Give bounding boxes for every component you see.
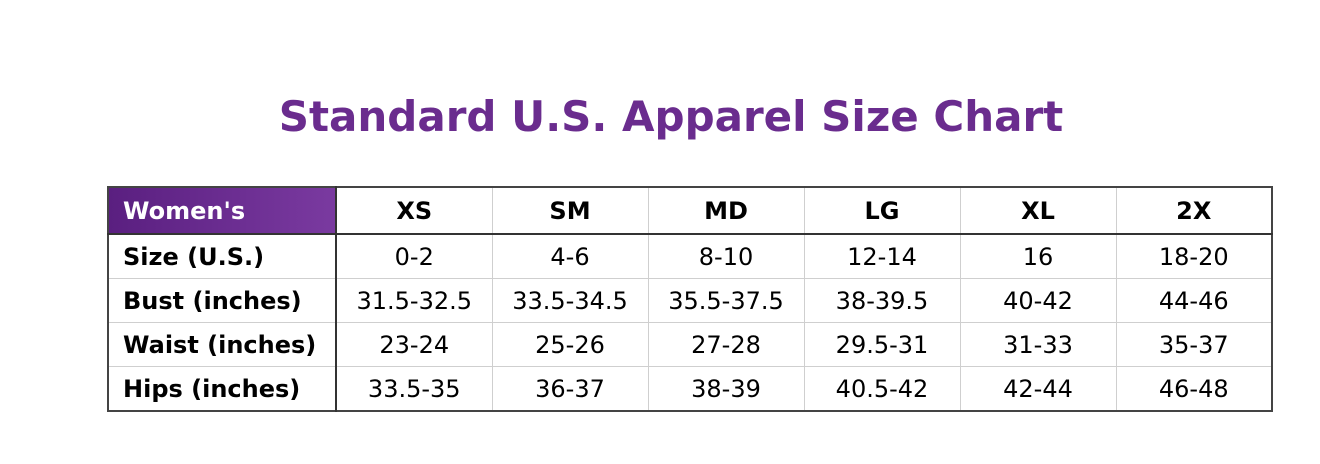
- table-row: Size (U.S.) 0-2 4-6 8-10 12-14 16 18-20: [108, 233, 1272, 279]
- table-cell: 8-10: [647, 233, 804, 279]
- table-row: Bust (inches) 31.5-32.5 33.5-34.5 35.5-3…: [108, 278, 1272, 323]
- table-cell: 4-6: [491, 233, 648, 279]
- table-cell: 40.5-42: [803, 366, 960, 411]
- table-cell: 33.5-35: [335, 366, 492, 411]
- table-row: Hips (inches) 33.5-35 36-37 38-39 40.5-4…: [108, 366, 1272, 411]
- column-header: MD: [647, 187, 804, 235]
- table-cell: 0-2: [335, 233, 492, 279]
- row-label: Waist (inches): [108, 322, 337, 367]
- table-cell: 46-48: [1115, 366, 1272, 411]
- row-label: Hips (inches): [108, 366, 337, 411]
- column-header: SM: [491, 187, 648, 235]
- table-cell: 40-42: [959, 278, 1116, 323]
- row-label: Bust (inches): [108, 278, 337, 323]
- column-header: 2X: [1115, 187, 1272, 235]
- table-cell: 27-28: [647, 322, 804, 367]
- table-cell: 12-14: [803, 233, 960, 279]
- table-cell: 35.5-37.5: [647, 278, 804, 323]
- table-cell: 31.5-32.5: [335, 278, 492, 323]
- header-row: Women's XS SM MD LG XL 2X: [108, 187, 1272, 235]
- table-cell: 36-37: [491, 366, 648, 411]
- table-cell: 23-24: [335, 322, 492, 367]
- table-cell: 38-39: [647, 366, 804, 411]
- table-cell: 16: [959, 233, 1116, 279]
- column-header: LG: [803, 187, 960, 235]
- page-title: Standard U.S. Apparel Size Chart: [278, 92, 1064, 141]
- column-header: XS: [335, 187, 492, 235]
- table-cell: 35-37: [1115, 322, 1272, 367]
- table-cell: 25-26: [491, 322, 648, 367]
- corner-header-label: Women's: [108, 187, 337, 235]
- table-cell: 44-46: [1115, 278, 1272, 323]
- table-cell: 29.5-31: [803, 322, 960, 367]
- table-cell: 42-44: [959, 366, 1116, 411]
- table-row: Waist (inches) 23-24 25-26 27-28 29.5-31…: [108, 322, 1272, 367]
- table-cell: 38-39.5: [803, 278, 960, 323]
- size-chart-table: Women's XS SM MD LG XL 2X Size (U.S.) 0-…: [107, 186, 1273, 412]
- table-cell: 33.5-34.5: [491, 278, 648, 323]
- column-header: XL: [959, 187, 1116, 235]
- table-cell: 18-20: [1115, 233, 1272, 279]
- table-cell: 31-33: [959, 322, 1116, 367]
- row-label: Size (U.S.): [108, 233, 337, 279]
